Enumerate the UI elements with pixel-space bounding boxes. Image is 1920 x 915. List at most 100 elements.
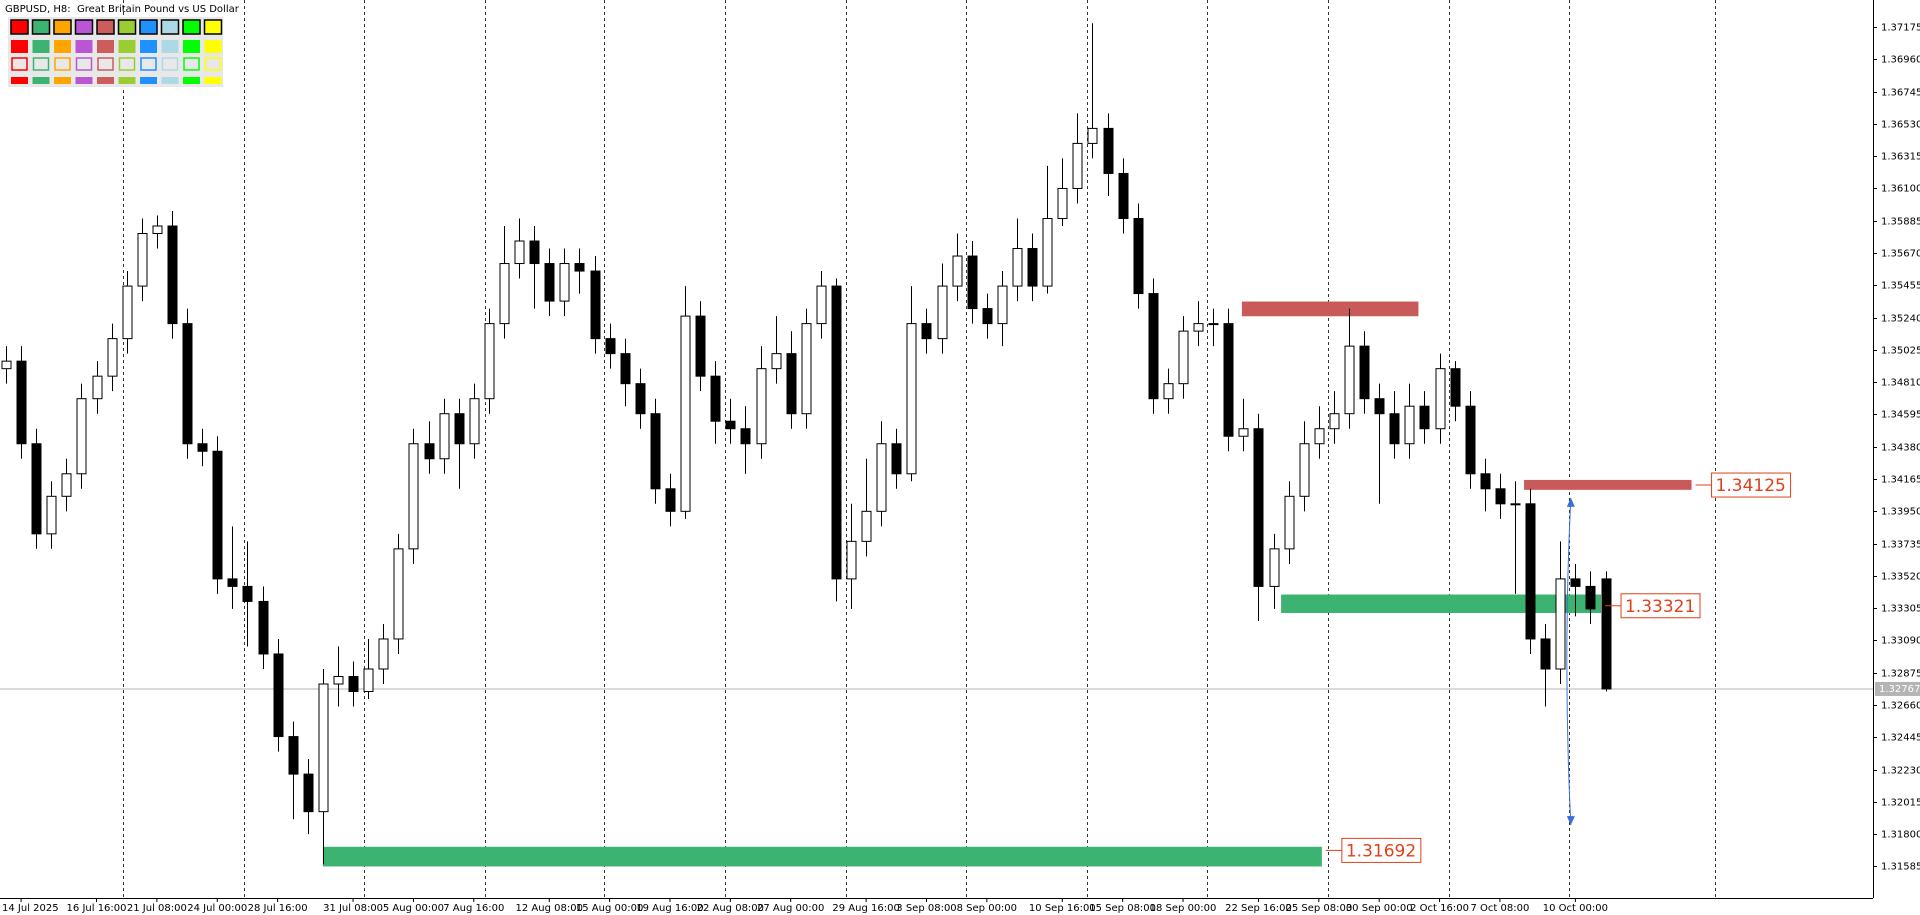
candle-body bbox=[1450, 368, 1461, 407]
palette-swatch[interactable] bbox=[75, 57, 93, 71]
candle-body bbox=[1585, 585, 1596, 610]
candle-body bbox=[544, 263, 555, 302]
palette-swatch[interactable] bbox=[97, 57, 114, 71]
palette-swatch[interactable] bbox=[32, 77, 50, 84]
palette-swatch[interactable] bbox=[204, 57, 222, 71]
palette-swatch[interactable] bbox=[117, 19, 137, 35]
x-tick-label: 19 Aug 16:00 bbox=[636, 903, 703, 914]
y-tick-label: 1.36315 bbox=[1881, 152, 1920, 163]
candle-body bbox=[725, 420, 736, 430]
palette-swatch[interactable] bbox=[161, 77, 179, 84]
candle-body bbox=[122, 285, 133, 340]
zone bbox=[1241, 301, 1419, 317]
candle-body bbox=[771, 353, 782, 370]
y-tick-label: 1.35670 bbox=[1881, 249, 1920, 260]
palette-swatch[interactable] bbox=[182, 19, 201, 35]
x-tick-label: 30 Sep 00:00 bbox=[1346, 903, 1413, 914]
palette-swatch[interactable] bbox=[75, 40, 93, 53]
palette-swatch[interactable] bbox=[96, 19, 115, 35]
palette-swatch[interactable] bbox=[183, 77, 200, 84]
palette-swatch[interactable] bbox=[139, 19, 158, 35]
candle-body bbox=[1193, 323, 1204, 332]
projection-arrow bbox=[1566, 497, 1572, 826]
candle-body bbox=[439, 413, 450, 460]
palette-swatch[interactable] bbox=[160, 19, 180, 35]
palette-swatch[interactable] bbox=[204, 77, 222, 84]
candle-body bbox=[514, 240, 525, 265]
palette-swatch[interactable] bbox=[54, 57, 71, 71]
candle-body bbox=[559, 263, 570, 302]
x-tick-label: 7 Aug 16:00 bbox=[443, 903, 504, 914]
candle-body bbox=[1465, 405, 1476, 475]
y-tick-label: 1.33090 bbox=[1881, 636, 1920, 647]
palette-swatch[interactable] bbox=[11, 77, 28, 84]
candle-body bbox=[258, 600, 269, 655]
zone-label-box bbox=[1341, 837, 1422, 863]
candle-body bbox=[182, 323, 193, 445]
x-tick-label: 24 Jul 00:00 bbox=[187, 903, 247, 914]
palette-swatch[interactable] bbox=[97, 77, 114, 84]
palette-swatch[interactable] bbox=[11, 57, 28, 71]
x-tick-label: 5 Aug 00:00 bbox=[383, 903, 444, 914]
palette-swatch[interactable] bbox=[118, 40, 136, 53]
palette-swatch[interactable] bbox=[97, 40, 114, 53]
palette-swatch[interactable] bbox=[161, 40, 179, 53]
candle-body bbox=[831, 285, 842, 580]
palette-swatch[interactable] bbox=[203, 19, 223, 35]
palette-swatch[interactable] bbox=[118, 57, 136, 71]
candle-body bbox=[1601, 578, 1612, 690]
y-tick-label: 1.34380 bbox=[1881, 443, 1920, 454]
candle-body bbox=[393, 548, 404, 640]
candle-body bbox=[227, 578, 238, 587]
palette-swatch[interactable] bbox=[183, 57, 200, 71]
palette-swatch[interactable] bbox=[10, 19, 29, 35]
palette-swatch[interactable] bbox=[140, 77, 157, 84]
palette-swatch[interactable] bbox=[54, 77, 71, 84]
candle-body bbox=[846, 540, 857, 580]
candle-body bbox=[197, 443, 208, 452]
palette-swatch[interactable] bbox=[140, 40, 157, 53]
palette-swatch[interactable] bbox=[204, 40, 222, 53]
y-tick-label: 1.32660 bbox=[1881, 701, 1920, 712]
candle-body bbox=[167, 225, 178, 325]
candle-body bbox=[363, 668, 374, 693]
candle-body bbox=[921, 323, 932, 340]
candle-body bbox=[650, 413, 661, 490]
palette-swatch[interactable] bbox=[74, 19, 94, 35]
candle-body bbox=[303, 773, 314, 813]
candle-body bbox=[1495, 488, 1506, 505]
x-tick-label: 27 Aug 00:00 bbox=[757, 903, 824, 914]
candle-body bbox=[891, 443, 902, 475]
zone-label: 1.33321 bbox=[1625, 597, 1695, 617]
palette-swatch[interactable] bbox=[140, 57, 157, 71]
candle-body bbox=[1042, 217, 1053, 287]
candle-body bbox=[1555, 578, 1566, 670]
x-tick-label: 8 Sep 00:00 bbox=[957, 903, 1017, 914]
y-tick-label: 1.35240 bbox=[1881, 314, 1920, 325]
candle-body bbox=[1314, 428, 1325, 445]
palette-swatch[interactable] bbox=[118, 77, 136, 84]
palette-swatch[interactable] bbox=[161, 57, 179, 71]
candle-body bbox=[529, 240, 540, 265]
y-tick-label: 1.35885 bbox=[1881, 217, 1920, 228]
candle-body bbox=[1133, 217, 1144, 295]
arrow-head bbox=[1566, 497, 1575, 507]
candle-body bbox=[1072, 142, 1083, 189]
palette-swatch[interactable] bbox=[32, 40, 50, 53]
candle-body bbox=[1118, 172, 1129, 219]
palette-swatch[interactable] bbox=[11, 40, 28, 53]
palette-swatch[interactable] bbox=[53, 19, 72, 35]
x-tick-label: 15 Sep 08:00 bbox=[1089, 903, 1156, 914]
palette-swatch[interactable] bbox=[54, 40, 71, 53]
candle-body bbox=[801, 323, 812, 415]
palette-swatch[interactable] bbox=[183, 40, 200, 53]
candle-body bbox=[16, 360, 27, 445]
candle-body bbox=[710, 375, 721, 422]
palette-swatch[interactable] bbox=[31, 19, 51, 35]
palette-swatch[interactable] bbox=[32, 57, 50, 71]
candle-body bbox=[1329, 413, 1340, 430]
palette-swatch[interactable] bbox=[75, 77, 93, 84]
last-price-label: 1.32767 bbox=[1879, 684, 1920, 695]
x-tick-label: 18 Sep 00:00 bbox=[1150, 903, 1217, 914]
